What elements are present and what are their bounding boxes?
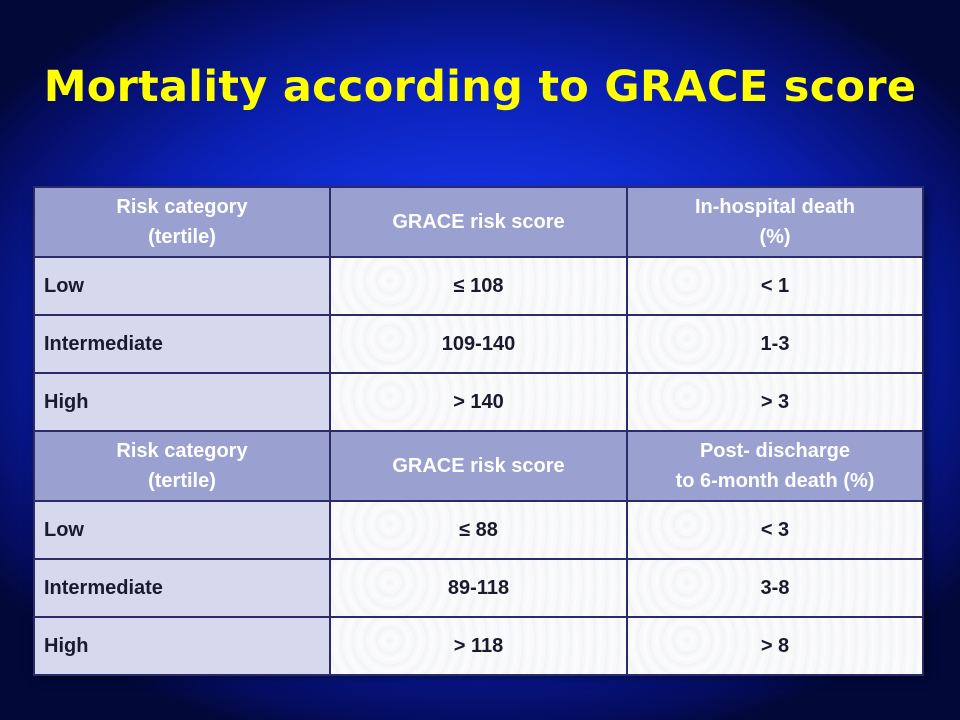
header-death-line2: (%): [759, 226, 791, 248]
header-death-line1: In-hospital death: [695, 196, 855, 218]
header-grace-score: GRACE risk score: [329, 186, 628, 258]
header-risk-category-line2: (tertile): [148, 470, 216, 492]
death-rate-cell: 1-3: [626, 314, 924, 374]
header-post-discharge-death: Post- discharge to 6-month death (%): [626, 430, 924, 502]
death-rate-cell: > 3: [626, 372, 924, 432]
table-row: Intermediate 89-118 3-8: [33, 558, 924, 618]
grace-mortality-table: Risk category (tertile) GRACE risk score…: [33, 186, 924, 676]
grace-score-cell: 109-140: [329, 314, 628, 374]
header-in-hospital-death: In-hospital death (%): [626, 186, 924, 258]
header-risk-category-line2: (tertile): [148, 226, 216, 248]
table-row: High > 140 > 3: [33, 372, 924, 432]
risk-category-cell: Intermediate: [33, 314, 331, 374]
grace-score-cell: > 118: [329, 616, 628, 676]
risk-category-cell: High: [33, 616, 331, 676]
grace-score-cell: ≤ 108: [329, 256, 628, 316]
table-row: Low ≤ 88 < 3: [33, 500, 924, 560]
table-header-post-discharge: Risk category (tertile) GRACE risk score…: [33, 430, 924, 502]
death-rate-cell: > 8: [626, 616, 924, 676]
table-header-in-hospital: Risk category (tertile) GRACE risk score…: [33, 186, 924, 258]
risk-category-cell: High: [33, 372, 331, 432]
risk-category-cell: Low: [33, 500, 331, 560]
table-row: High > 118 > 8: [33, 616, 924, 676]
slide-title: Mortality according to GRACE score: [43, 62, 917, 112]
death-rate-cell: < 1: [626, 256, 924, 316]
death-rate-cell: < 3: [626, 500, 924, 560]
header-risk-category-line1: Risk category: [116, 440, 248, 462]
death-rate-cell: 3-8: [626, 558, 924, 618]
grace-score-cell: > 140: [329, 372, 628, 432]
header-risk-category: Risk category (tertile): [33, 430, 331, 502]
grace-score-cell: ≤ 88: [329, 500, 628, 560]
table-row: Low ≤ 108 < 1: [33, 256, 924, 316]
grace-table-container: Risk category (tertile) GRACE risk score…: [33, 186, 924, 676]
grace-score-cell: 89-118: [329, 558, 628, 618]
risk-category-cell: Low: [33, 256, 331, 316]
header-death-line2: to 6-month death (%): [675, 470, 875, 492]
header-death-line1: Post- discharge: [699, 440, 851, 462]
header-grace-score: GRACE risk score: [329, 430, 628, 502]
risk-category-cell: Intermediate: [33, 558, 331, 618]
header-risk-category-line1: Risk category: [116, 196, 248, 218]
header-risk-category: Risk category (tertile): [33, 186, 331, 258]
table-row: Intermediate 109-140 1-3: [33, 314, 924, 374]
